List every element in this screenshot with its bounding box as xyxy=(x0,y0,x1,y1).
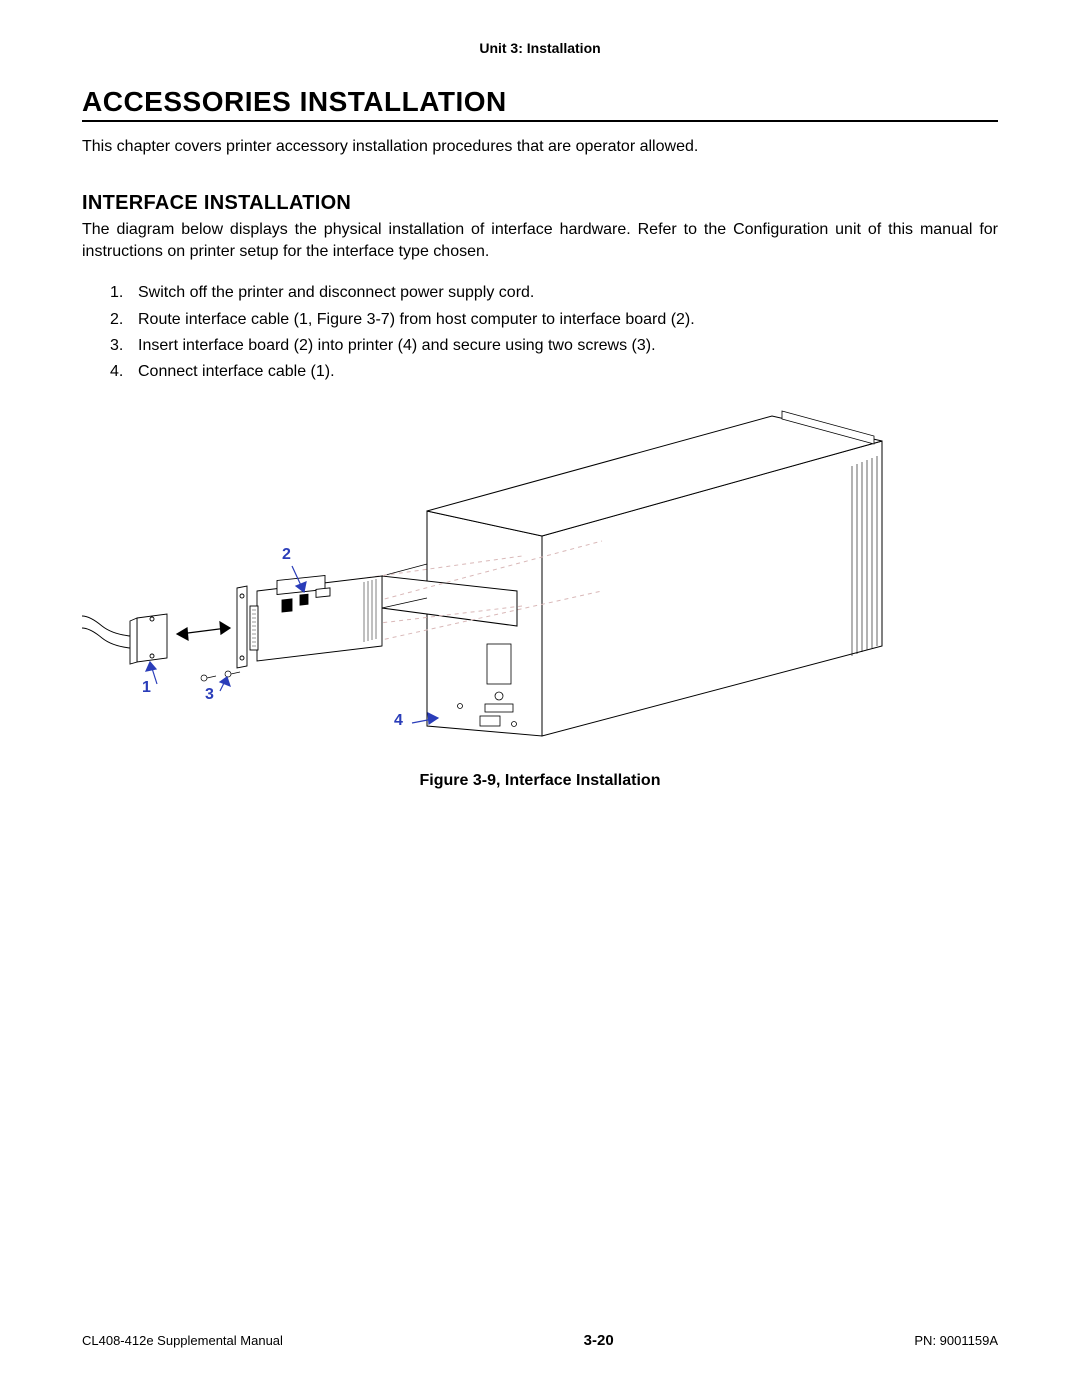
step-text: Connect interface cable (1). xyxy=(138,363,335,380)
step-item: 3.Insert interface board (2) into printe… xyxy=(110,333,998,359)
callout-3: 3 xyxy=(205,686,214,704)
section-title: INTERFACE INSTALLATION xyxy=(82,192,998,215)
figure-caption: Figure 3-9, Interface Installation xyxy=(82,772,998,790)
step-list: 1.Switch off the printer and disconnect … xyxy=(82,280,998,386)
manual-page: Unit 3: Installation ACCESSORIES INSTALL… xyxy=(0,0,1080,1397)
interface-diagram xyxy=(82,396,998,756)
page-footer: CL408-412e Supplemental Manual 3-20 PN: … xyxy=(82,1332,998,1349)
callout-2: 2 xyxy=(282,546,291,564)
footer-right: PN: 9001159A xyxy=(914,1333,998,1348)
footer-page-number: 3-20 xyxy=(584,1332,614,1349)
step-item: 4.Connect interface cable (1). xyxy=(110,359,998,385)
step-text: Switch off the printer and disconnect po… xyxy=(138,284,534,301)
unit-header: Unit 3: Installation xyxy=(82,40,998,56)
step-item: 1.Switch off the printer and disconnect … xyxy=(110,280,998,306)
footer-left: CL408-412e Supplemental Manual xyxy=(82,1333,283,1348)
section-intro: The diagram below displays the physical … xyxy=(82,219,998,262)
page-title: ACCESSORIES INSTALLATION xyxy=(82,86,998,122)
figure-container: 1 2 3 4 xyxy=(82,396,998,766)
step-text: Route interface cable (1, Figure 3-7) fr… xyxy=(138,311,695,328)
callout-1: 1 xyxy=(142,679,151,697)
step-item: 2.Route interface cable (1, Figure 3-7) … xyxy=(110,307,998,333)
callout-4: 4 xyxy=(394,712,403,730)
intro-paragraph: This chapter covers printer accessory in… xyxy=(82,138,998,156)
step-text: Insert interface board (2) into printer … xyxy=(138,337,656,354)
